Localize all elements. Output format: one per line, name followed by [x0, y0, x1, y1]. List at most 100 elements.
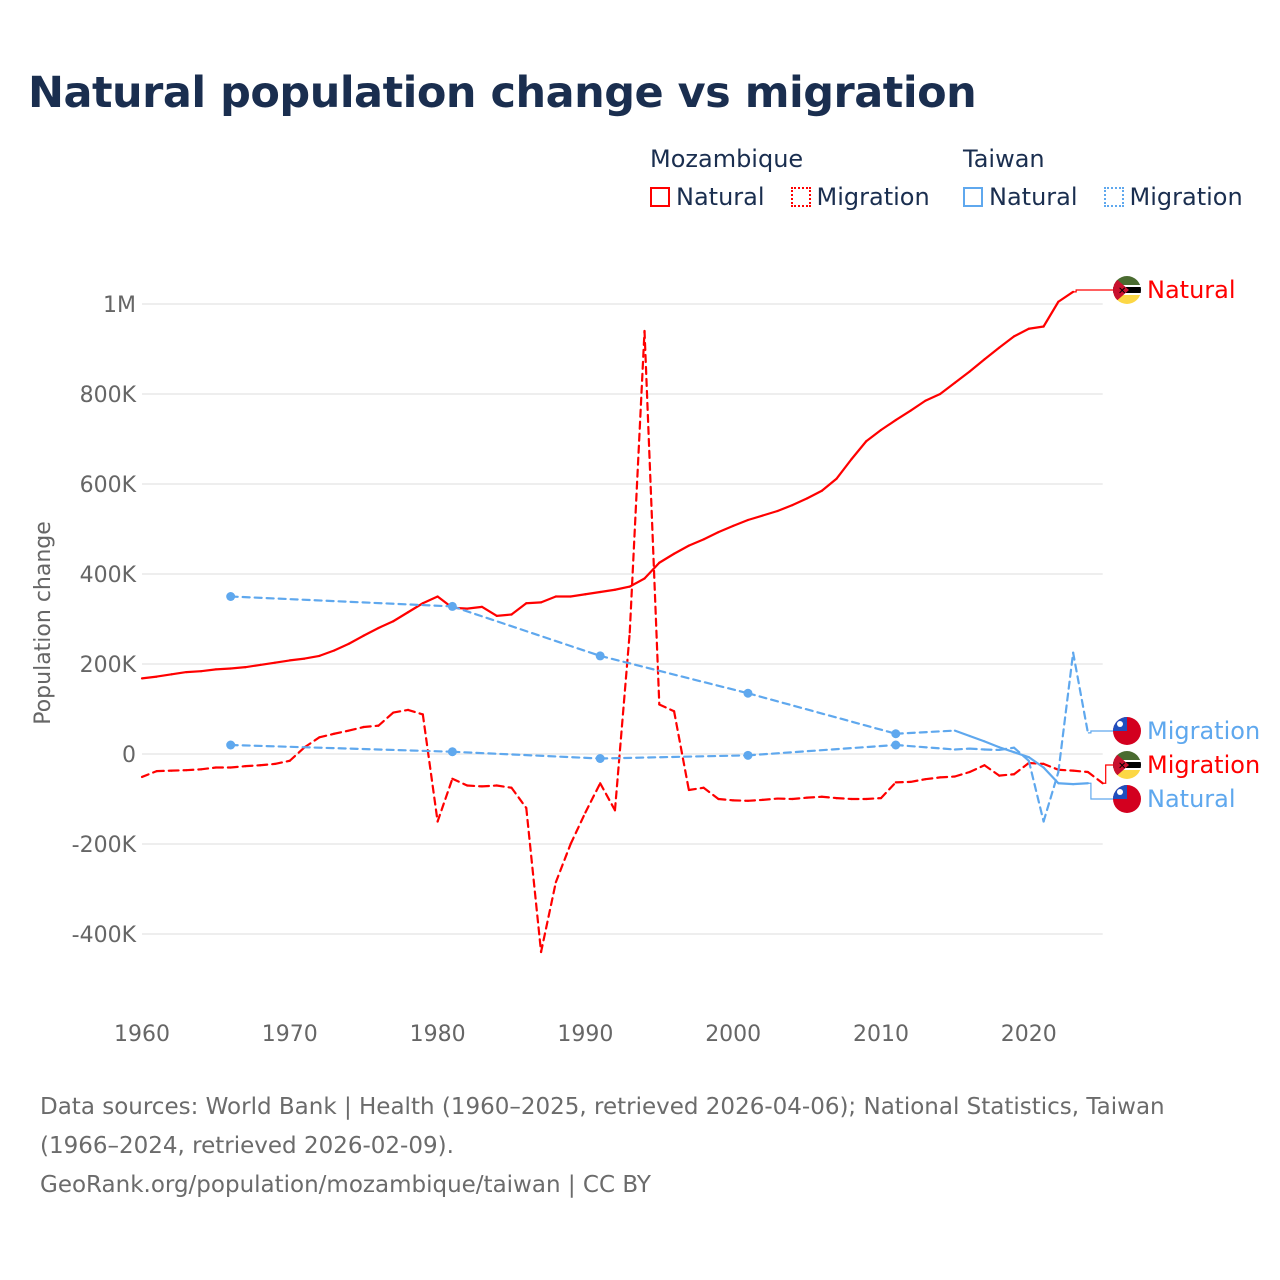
legend-item-mozambique-natural[interactable]: Natural	[650, 183, 765, 211]
mozambique-migration-segment	[702, 786, 720, 801]
mozambique-natural-segment	[820, 477, 838, 492]
mozambique-migration-segment	[539, 881, 557, 954]
mozambique-migration-segment	[495, 784, 513, 789]
mozambique-migration-segment	[835, 796, 853, 801]
mozambique-migration-segment	[717, 797, 735, 802]
y-tick-label: 200K	[80, 653, 137, 678]
legend-label: Migration	[1129, 183, 1243, 211]
y-tick-label: 400K	[80, 563, 137, 588]
mozambique-natural-segment	[569, 593, 587, 598]
mozambique-natural-segment	[968, 358, 986, 373]
mozambique-migration-segment	[303, 736, 321, 749]
credit-link[interactable]: GeoRank.org/population/mozambique/taiwan…	[40, 1172, 651, 1198]
legend-group-title: Taiwan	[963, 145, 1045, 173]
mozambique-migration-segment	[229, 765, 247, 769]
taiwan-natural-point	[743, 688, 753, 698]
mozambique-natural-segment	[466, 605, 484, 610]
mozambique-migration-segment	[1072, 769, 1090, 774]
mozambique-migration-segment	[480, 784, 498, 788]
mozambique-natural-segment	[406, 602, 424, 614]
taiwan-flag-icon	[1113, 785, 1141, 813]
mozambique-natural-connector	[1073, 289, 1114, 293]
x-tick-label: 1980	[410, 1022, 466, 1047]
legend-item-taiwan-natural[interactable]: Natural	[963, 183, 1078, 211]
mozambique-migration-segment	[983, 764, 1001, 777]
mozambique-migration-segment	[998, 773, 1016, 777]
mozambique-migration-segment	[288, 746, 306, 762]
taiwan-migration-segment	[894, 743, 957, 751]
x-tick-label: 1970	[262, 1022, 318, 1047]
y-axis-label: Population change	[31, 521, 56, 725]
mozambique-migration-segment	[569, 811, 587, 846]
taiwan-migration-segment	[229, 743, 454, 753]
mozambique-migration-segment	[406, 708, 424, 716]
x-tick-label: 1960	[114, 1022, 170, 1047]
mozambique-natural-segment	[658, 552, 676, 564]
mozambique-natural-segment	[362, 626, 380, 637]
mozambique-migration-segment	[746, 798, 764, 802]
mozambique-natural-segment	[983, 346, 1001, 361]
mozambique-natural-segment	[392, 611, 410, 623]
taiwan-migration-connector	[1087, 730, 1114, 734]
y-tick-label: 0	[122, 743, 136, 768]
mozambique-natural-segment	[185, 670, 203, 674]
taiwan-natural-point	[447, 601, 457, 611]
mozambique-migration-segment	[436, 777, 454, 823]
taiwan-natural-segment	[953, 729, 971, 738]
mozambique-migration-segment	[1057, 768, 1075, 772]
mozambique-migration-segment	[466, 784, 484, 788]
mozambique-natural-segment	[953, 370, 971, 384]
legend-item-mozambique-migration[interactable]: Migration	[790, 183, 930, 211]
mozambique-natural-segment	[288, 657, 306, 662]
mozambique-migration-segment	[924, 776, 942, 781]
mozambique-migration-segment	[879, 781, 897, 800]
taiwan-natural-segment	[599, 654, 750, 695]
mozambique-natural-segment	[318, 649, 336, 658]
taiwan-migration-segment	[998, 746, 1016, 752]
mozambique-natural-segment	[347, 634, 365, 645]
mozambique-natural-segment	[879, 419, 897, 432]
taiwan-natural-segment	[1012, 751, 1030, 759]
mozambique-migration-segment	[185, 768, 203, 772]
mozambique-migration-segment	[628, 329, 646, 634]
mozambique-natural-segment	[1027, 325, 1045, 330]
taiwan-migration-segment	[1012, 746, 1030, 762]
mozambique-natural-segment	[155, 673, 173, 678]
mozambique-natural-segment	[377, 620, 395, 630]
taiwan-migration-point	[447, 747, 457, 757]
legend-swatch-solid	[963, 187, 983, 207]
mozambique-migration-segment	[761, 797, 779, 802]
taiwan-natural-segment	[1057, 782, 1075, 786]
taiwan-migration-segment	[746, 743, 897, 757]
legend-label: Migration	[816, 183, 930, 211]
mozambique-migration-segment	[362, 724, 380, 729]
mozambique-natural-segment	[687, 538, 705, 547]
mozambique-migration-segment	[909, 778, 927, 784]
x-tick-label: 2020	[1001, 1022, 1057, 1047]
mozambique-migration-segment	[658, 703, 676, 713]
taiwan-natural-point	[226, 592, 236, 601]
mozambique-natural-segment	[1012, 327, 1030, 338]
mozambique-natural-segment	[200, 668, 217, 673]
mozambique-flag-icon	[1113, 276, 1141, 304]
taiwan-natural-connector	[1087, 782, 1114, 800]
mozambique-migration-segment	[939, 775, 957, 779]
x-tick-label: 1990	[557, 1022, 613, 1047]
x-tick-label: 2010	[853, 1022, 909, 1047]
mozambique-natural-segment	[480, 605, 498, 617]
mozambique-migration-segment	[953, 770, 971, 778]
mozambique-natural-segment	[539, 595, 557, 604]
mozambique-natural-segment	[525, 601, 543, 605]
mozambique-natural-segment	[776, 504, 794, 513]
legend-group-title: Mozambique	[650, 145, 804, 173]
mozambique-migration-segment	[643, 329, 661, 706]
taiwan-natural-segment	[1027, 756, 1045, 769]
taiwan-migration-segment	[1072, 651, 1090, 734]
mozambique-natural-segment	[510, 602, 528, 616]
mozambique-migration-segment	[584, 782, 602, 814]
taiwan-natural-segment	[746, 692, 897, 735]
mozambique-flag-icon	[1113, 751, 1141, 779]
taiwan-migration-segment	[599, 754, 750, 760]
mozambique-migration-segment	[791, 796, 809, 801]
legend-item-taiwan-migration[interactable]: Migration	[1103, 183, 1243, 211]
